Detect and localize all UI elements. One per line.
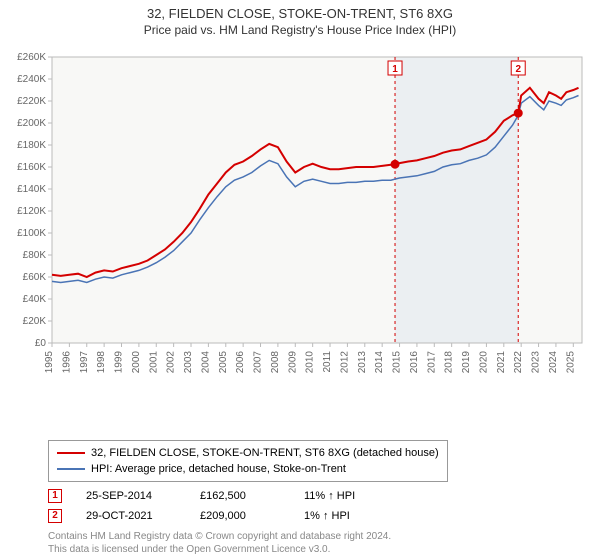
x-tick-label: 2012	[339, 351, 350, 373]
x-tick-label: 2013	[357, 351, 368, 373]
y-tick-label: £100K	[17, 228, 46, 239]
x-tick-label: 2001	[148, 351, 159, 373]
x-tick-label: 2024	[548, 351, 559, 373]
x-tick-label: 2011	[322, 351, 333, 373]
y-tick-label: £220K	[17, 96, 46, 107]
x-tick-label: 2004	[200, 351, 211, 373]
y-tick-label: £40K	[23, 294, 47, 305]
footer-line-2: This data is licensed under the Open Gov…	[48, 543, 592, 556]
x-tick-label: 2016	[409, 351, 420, 373]
y-tick-label: £60K	[23, 272, 47, 283]
sale-price: £209,000	[200, 506, 280, 526]
x-tick-label: 2002	[166, 351, 177, 373]
x-tick-label: 2023	[531, 351, 542, 373]
legend-item: HPI: Average price, detached house, Stok…	[57, 461, 439, 477]
y-tick-label: £180K	[17, 140, 46, 151]
x-tick-label: 2022	[513, 351, 524, 373]
y-tick-label: £200K	[17, 118, 46, 129]
sale-row: 1 25-SEP-2014 £162,500 11% ↑ HPI	[48, 486, 592, 506]
y-tick-label: £240K	[17, 74, 46, 85]
sale-row: 2 29-OCT-2021 £209,000 1% ↑ HPI	[48, 506, 592, 526]
x-tick-label: 2015	[392, 351, 403, 373]
legend-swatch	[57, 468, 85, 470]
chart-svg: £0 £20K £40K £60K £80K £100K £120K £140K £160K £1…	[8, 43, 592, 373]
x-tick-label: 1999	[114, 351, 125, 373]
x-tick-label: 2006	[235, 351, 246, 373]
x-tick-label: 2021	[496, 351, 507, 373]
x-tick-label: 2020	[478, 351, 489, 373]
legend-item: 32, FIELDEN CLOSE, STOKE-ON-TRENT, ST6 8…	[57, 445, 439, 461]
x-tick-label: 2018	[444, 351, 455, 373]
x-tick-label: 2017	[426, 351, 437, 373]
y-tick-label: £160K	[17, 162, 46, 173]
x-tick-label: 1995	[44, 351, 55, 373]
x-tick-label: 2014	[374, 351, 385, 373]
shade-region	[395, 57, 518, 343]
sale-dot	[391, 160, 400, 169]
x-tick-label: 1996	[61, 351, 72, 373]
legend-swatch	[57, 452, 85, 454]
y-tick-label: £260K	[17, 52, 46, 63]
x-tick-label: 2003	[183, 351, 194, 373]
title-block: 32, FIELDEN CLOSE, STOKE-ON-TRENT, ST6 8…	[8, 6, 592, 37]
sale-price: £162,500	[200, 486, 280, 506]
footer-line-1: Contains HM Land Registry data © Crown c…	[48, 530, 592, 543]
x-tick-label: 2007	[253, 351, 264, 373]
footer-attribution: Contains HM Land Registry data © Crown c…	[48, 530, 592, 556]
sale-date: 29-OCT-2021	[86, 506, 176, 526]
sale-diff: 1% ↑ HPI	[304, 506, 384, 526]
sale-marker-number: 1	[392, 64, 398, 75]
sale-marker-number: 2	[515, 64, 521, 75]
sale-marker-icon: 1	[48, 489, 62, 503]
x-tick-label: 2009	[287, 351, 298, 373]
sale-marker-icon: 2	[48, 509, 62, 523]
x-tick-label: 2005	[218, 351, 229, 373]
sale-diff: 11% ↑ HPI	[304, 486, 384, 506]
legend-label: HPI: Average price, detached house, Stok…	[91, 461, 346, 477]
y-tick-label: £80K	[23, 250, 47, 261]
x-tick-label: 1997	[79, 351, 90, 373]
chart-plot: £0 £20K £40K £60K £80K £100K £120K £140K £160K £1…	[8, 43, 592, 434]
title-subtitle: Price paid vs. HM Land Registry's House …	[8, 23, 592, 37]
x-tick-label: 2010	[305, 351, 316, 373]
y-tick-label: £120K	[17, 206, 46, 217]
sale-dot	[514, 109, 523, 118]
y-tick-label: £20K	[23, 316, 47, 327]
x-tick-label: 2008	[270, 351, 281, 373]
chart-container: 32, FIELDEN CLOSE, STOKE-ON-TRENT, ST6 8…	[0, 0, 600, 560]
y-tick-label: £0	[35, 338, 47, 349]
sale-date: 25-SEP-2014	[86, 486, 176, 506]
legend-label: 32, FIELDEN CLOSE, STOKE-ON-TRENT, ST6 8…	[91, 445, 439, 461]
x-tick-label: 2000	[131, 351, 142, 373]
sales-table: 1 25-SEP-2014 £162,500 11% ↑ HPI 2 29-OCT-202…	[48, 486, 592, 526]
legend: 32, FIELDEN CLOSE, STOKE-ON-TRENT, ST6 8…	[48, 440, 448, 482]
x-tick-label: 1998	[96, 351, 107, 373]
y-tick-label: £140K	[17, 184, 46, 195]
x-tick-label: 2019	[461, 351, 472, 373]
x-tick-label: 2025	[565, 351, 576, 373]
title-address: 32, FIELDEN CLOSE, STOKE-ON-TRENT, ST6 8…	[8, 6, 592, 21]
